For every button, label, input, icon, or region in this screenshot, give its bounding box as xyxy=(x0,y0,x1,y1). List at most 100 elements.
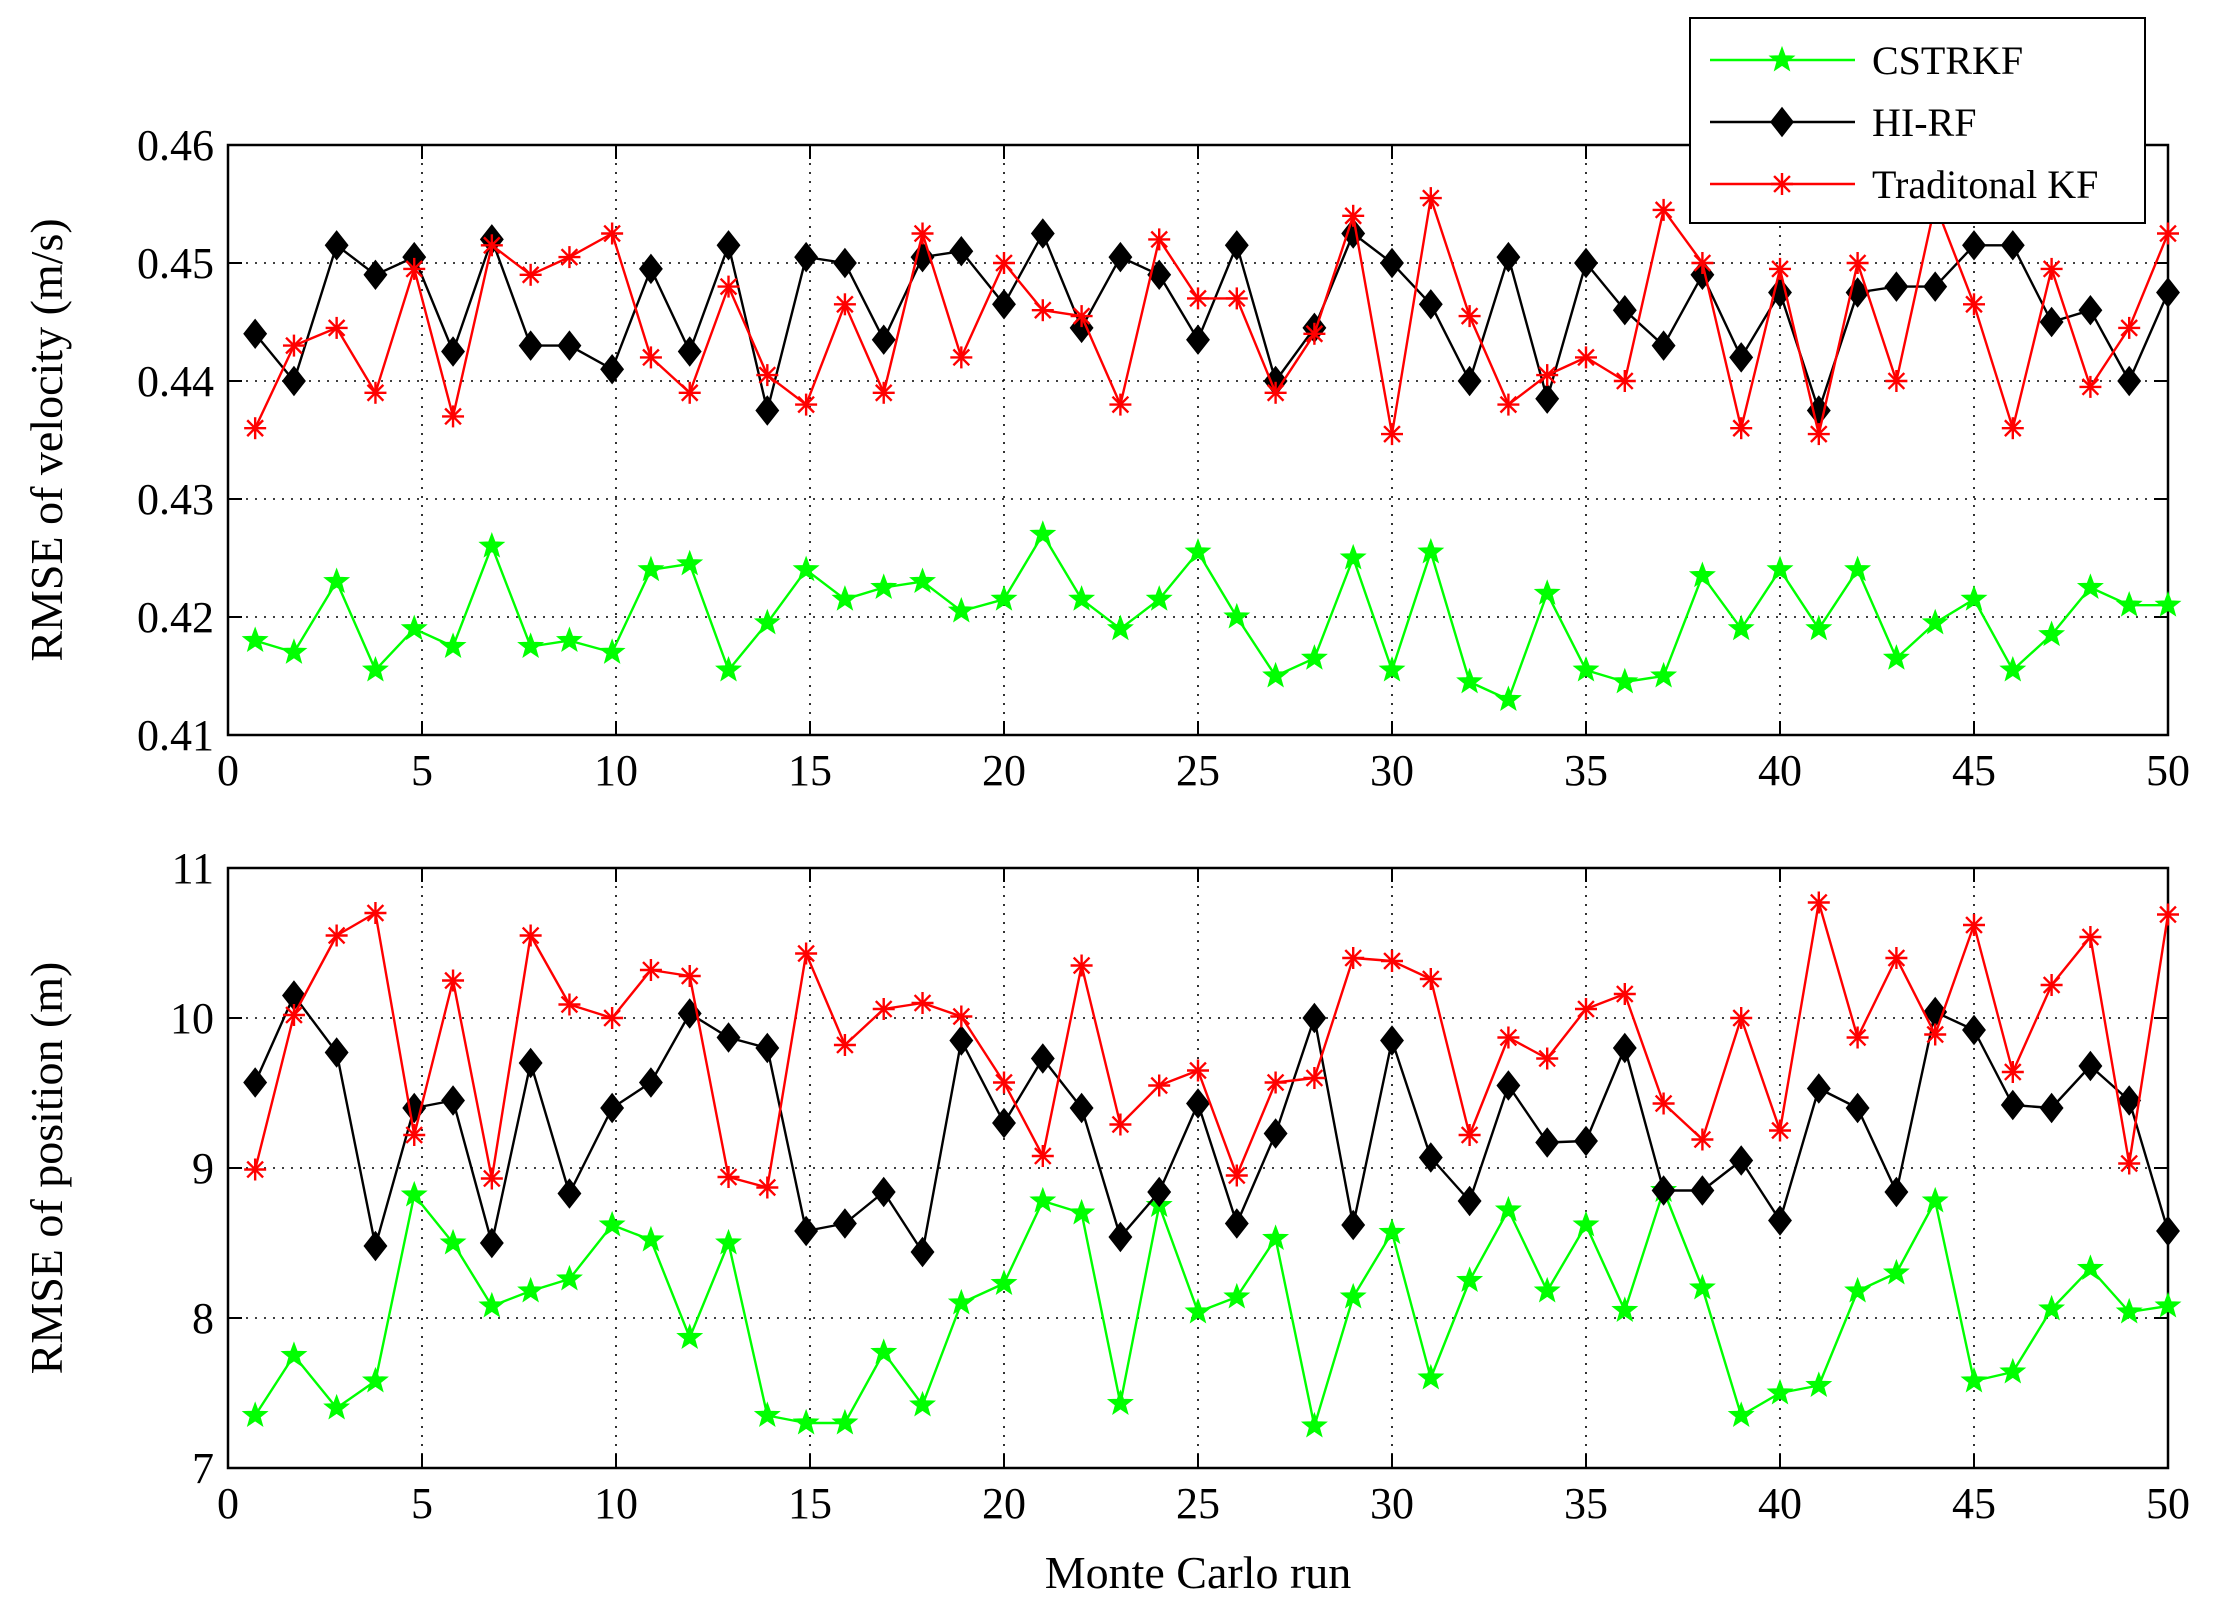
data-point xyxy=(990,1269,1018,1295)
y-tick-label: 10 xyxy=(170,994,214,1043)
legend-marker xyxy=(1771,173,1793,195)
data-point xyxy=(2156,277,2180,308)
data-point xyxy=(911,222,934,245)
data-point xyxy=(282,334,305,357)
data-point xyxy=(517,632,545,658)
data-point xyxy=(716,230,741,261)
data-point xyxy=(950,1005,973,1028)
series-line xyxy=(254,1189,2169,1428)
legend-entry: HI-RF xyxy=(1710,100,1976,145)
data-point xyxy=(909,567,936,594)
data-point xyxy=(1378,655,1406,682)
data-point xyxy=(555,626,583,653)
data-point xyxy=(1612,294,1637,326)
data-point xyxy=(1960,585,1988,611)
data-point xyxy=(755,395,780,426)
data-point xyxy=(1962,1014,1986,1046)
data-point xyxy=(519,924,542,947)
data-point xyxy=(1224,230,1249,261)
data-point xyxy=(1496,241,1521,273)
data-point xyxy=(403,1124,426,1146)
data-point xyxy=(872,998,895,1020)
x-tick-label: 0 xyxy=(217,1479,239,1528)
y-axis-label-position: RMSE of position (m) xyxy=(21,962,72,1375)
data-point xyxy=(1070,954,1093,977)
data-point xyxy=(831,585,859,611)
data-point xyxy=(717,1166,740,1188)
data-point xyxy=(241,626,269,653)
x-tick-label: 40 xyxy=(1758,746,1802,795)
y-axis-label-velocity: RMSE of velocity (m/s) xyxy=(21,218,72,661)
data-point xyxy=(1456,1266,1484,1292)
data-point xyxy=(1380,1025,1404,1056)
x-tick-label: 50 xyxy=(2146,746,2190,795)
series-cstrkf xyxy=(241,1176,2182,1438)
data-point xyxy=(2039,1092,2064,1124)
data-point xyxy=(1885,947,1908,969)
data-point xyxy=(1300,644,1328,670)
data-point xyxy=(243,1067,268,1098)
data-point xyxy=(1339,1282,1367,1309)
legend-box xyxy=(1689,17,2146,224)
y-tick-label: 0.45 xyxy=(137,239,214,288)
legend-label: HI-RF xyxy=(1872,100,1976,145)
data-point xyxy=(1575,998,1597,1020)
data-point xyxy=(1846,1026,1869,1049)
data-point xyxy=(1108,241,1133,273)
data-point xyxy=(1691,252,1714,274)
data-point xyxy=(2039,306,2064,338)
data-point xyxy=(442,969,465,992)
data-point xyxy=(676,1323,704,1349)
data-point xyxy=(1611,667,1639,694)
data-point xyxy=(2000,230,2025,261)
x-tick-label: 5 xyxy=(411,746,433,795)
data-point xyxy=(1497,393,1520,416)
data-point xyxy=(1223,602,1251,629)
series-hi-rf xyxy=(243,980,2180,1268)
data-point xyxy=(832,1208,857,1239)
x-tick-label: 30 xyxy=(1370,1479,1414,1528)
plot-velocity: 0 5 10 15 20 25 30 35 40 45 50 0.41 0.42 0.43 0.44 0.45… xyxy=(21,121,2190,795)
data-point xyxy=(1145,585,1173,611)
data-point xyxy=(1303,1067,1326,1089)
y-tick-label: 0.42 xyxy=(137,593,214,642)
data-point xyxy=(1727,1401,1755,1427)
y-tick-label: 0.44 xyxy=(137,357,214,406)
data-point xyxy=(1690,1175,1715,1206)
data-point xyxy=(480,1167,503,1190)
x-tick-label: 45 xyxy=(1952,1479,1996,1528)
series-line xyxy=(254,196,2170,436)
data-point xyxy=(1419,968,1442,990)
data-point xyxy=(557,330,582,361)
data-point xyxy=(947,1288,975,1315)
data-point xyxy=(1029,1186,1057,1213)
data-point xyxy=(792,555,820,582)
data-point xyxy=(1109,393,1132,416)
data-point xyxy=(792,1408,820,1435)
data-point xyxy=(1381,423,1403,446)
series-traditonal-kf xyxy=(244,891,2179,1199)
data-point xyxy=(1264,381,1287,404)
data-point xyxy=(441,1085,465,1116)
series-line xyxy=(254,994,2170,1254)
axes-box-velocity xyxy=(226,143,2170,737)
data-point xyxy=(1535,1127,1560,1158)
data-point xyxy=(1574,247,1598,279)
data-point xyxy=(1651,330,1676,361)
x-tick-label: 35 xyxy=(1564,746,1608,795)
x-tick-label: 10 xyxy=(594,1479,638,1528)
data-point xyxy=(325,316,348,339)
data-point xyxy=(1456,667,1484,694)
data-point xyxy=(1963,293,1985,316)
data-point xyxy=(992,289,1016,320)
data-point xyxy=(990,585,1018,611)
data-point xyxy=(1613,983,1636,1005)
data-point xyxy=(2157,222,2179,245)
data-point xyxy=(478,532,506,558)
data-point xyxy=(795,393,818,416)
data-point xyxy=(442,405,465,428)
data-point xyxy=(2001,417,2024,440)
x-tick-label: 10 xyxy=(594,746,638,795)
data-point xyxy=(1457,365,1482,397)
data-point xyxy=(1727,614,1755,641)
